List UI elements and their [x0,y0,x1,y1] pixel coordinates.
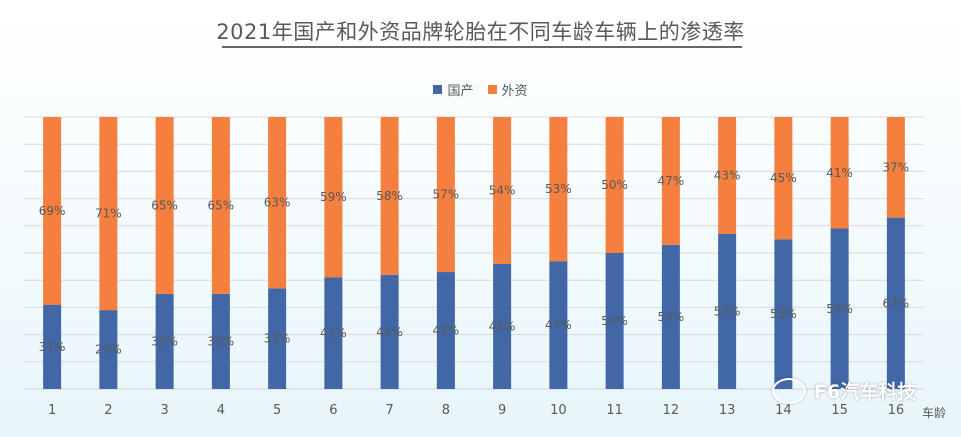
bar-foreign-2 [99,117,118,311]
bar-domestic-15 [830,228,849,389]
bar-domestic-13 [718,233,737,389]
data-label-foreign-10: 53% [545,182,572,196]
bar-foreign-12 [661,117,680,245]
wechat-icon [772,377,806,404]
bar-domestic-14 [774,239,793,389]
data-label-domestic-15: 59% [826,302,853,316]
data-labels: 31% 69% 29% 71% 35% 65% 35% 65% 37% 63% 41% 59% 42% 5… [39,160,909,356]
x-tick-label-12: 12 [663,403,680,418]
bar-foreign-13 [718,117,737,234]
bars [43,117,905,389]
bar-foreign-10 [549,117,568,262]
legend-label-foreign: 外资 [501,84,528,99]
data-label-domestic-4: 35% [208,334,235,348]
x-tick-label-8: 8 [442,403,450,418]
x-tick-label-1: 1 [48,403,56,418]
data-label-domestic-16: 63% [883,296,910,310]
bar-foreign-3 [155,117,174,294]
x-tick-label-11: 11 [606,403,623,418]
x-tick-label-10: 10 [550,403,567,418]
data-label-foreign-14: 45% [770,171,797,185]
data-label-domestic-6: 41% [320,326,347,340]
data-label-foreign-15: 41% [826,166,853,180]
x-tick-label-13: 13 [719,403,736,418]
data-label-foreign-7: 58% [376,189,403,203]
data-label-foreign-8: 57% [433,188,460,202]
bar-domestic-2 [99,310,118,389]
data-label-domestic-14: 55% [770,307,797,321]
legend-item-foreign: 外资 [487,80,528,99]
legend: 国产 外资 [0,80,961,99]
data-label-foreign-5: 63% [264,196,291,210]
bar-foreign-11 [605,117,624,253]
data-label-domestic-9: 46% [489,319,516,333]
bar-foreign-7 [380,117,399,275]
data-label-domestic-10: 47% [545,318,572,332]
bar-domestic-5 [268,288,287,389]
data-label-domestic-2: 29% [95,343,122,357]
bar-domestic-4 [211,293,230,389]
bar-foreign-8 [436,117,455,273]
bar-foreign-9 [493,117,512,264]
x-axis-label: 车龄 [922,406,947,420]
bar-domestic-16 [886,217,905,389]
data-label-domestic-3: 35% [151,334,178,348]
x-tick-label-16: 16 [888,403,905,418]
bar-domestic-8 [436,272,455,389]
bar-foreign-14 [774,117,793,240]
data-label-domestic-7: 42% [376,325,403,339]
bar-foreign-16 [886,117,905,218]
data-label-foreign-12: 47% [658,174,685,188]
bar-domestic-10 [549,261,568,389]
bar-domestic-12 [661,244,680,389]
data-label-foreign-4: 65% [208,198,235,212]
x-tick-label-9: 9 [498,403,506,418]
data-label-domestic-1: 31% [39,340,66,354]
legend-swatch-foreign [487,85,497,94]
x-tick-label-3: 3 [160,403,168,418]
x-tick-label-14: 14 [775,403,792,418]
x-tick-label-15: 15 [831,403,848,418]
bar-domestic-9 [493,263,512,389]
bar-domestic-1 [43,304,62,389]
data-label-domestic-11: 50% [601,314,628,328]
bar-foreign-1 [43,117,62,305]
bar-domestic-3 [155,293,174,389]
data-label-domestic-8: 43% [433,324,460,338]
x-tick-labels: 1 2 3 4 5 6 7 8 9 10 11 12 13 14 15 16 [48,403,904,418]
data-label-foreign-13: 43% [714,168,741,182]
data-label-domestic-5: 37% [264,332,291,346]
x-tick-label-4: 4 [217,403,225,418]
watermark: F6汽车科技 [772,377,916,404]
data-label-domestic-12: 53% [658,310,685,324]
legend-swatch-domestic [433,85,443,94]
watermark-text: F6汽车科技 [814,381,917,403]
data-label-foreign-6: 59% [320,190,347,204]
bar-foreign-5 [268,117,287,289]
bar-foreign-6 [324,117,343,278]
data-label-foreign-2: 71% [95,207,122,221]
bar-foreign-4 [211,117,230,294]
x-tick-label-6: 6 [329,403,337,418]
data-label-domestic-13: 57% [714,304,741,318]
bar-domestic-7 [380,274,399,389]
data-label-foreign-11: 50% [601,178,628,192]
bar-domestic-6 [324,277,343,389]
x-tick-label-5: 5 [273,403,281,418]
title-underline [222,46,742,48]
data-label-foreign-3: 65% [151,198,178,212]
x-tick-label-7: 7 [385,403,393,418]
bar-domestic-11 [605,253,624,389]
legend-label-domestic: 国产 [447,84,474,99]
data-label-foreign-16: 37% [883,160,910,174]
x-tick-label-2: 2 [104,403,112,418]
legend-item-domestic: 国产 [433,80,474,99]
data-label-foreign-9: 54% [489,183,516,197]
chart-title: 2021年国产和外资品牌轮胎在不同车龄车辆上的渗透率 [216,20,745,44]
bar-foreign-15 [830,117,849,229]
data-label-foreign-1: 69% [39,204,66,218]
